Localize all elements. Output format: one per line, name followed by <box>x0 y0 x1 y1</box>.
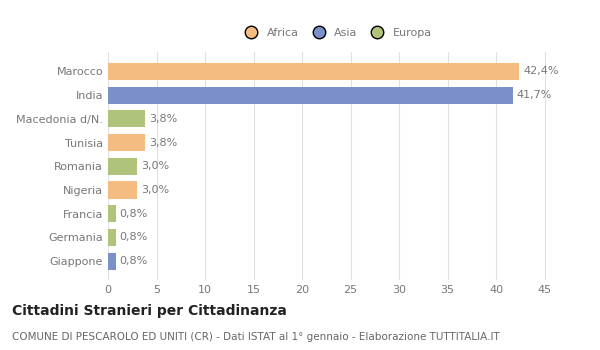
Text: 0,8%: 0,8% <box>119 256 148 266</box>
Text: 42,4%: 42,4% <box>523 66 559 76</box>
Bar <box>108 86 512 104</box>
Text: 3,8%: 3,8% <box>149 114 177 124</box>
Bar <box>108 158 137 175</box>
Text: COMUNE DI PESCAROLO ED UNITI (CR) - Dati ISTAT al 1° gennaio - Elaborazione TUTT: COMUNE DI PESCAROLO ED UNITI (CR) - Dati… <box>12 332 500 343</box>
Bar <box>108 134 145 151</box>
Legend: Africa, Asia, Europa: Africa, Asia, Europa <box>235 23 437 42</box>
Text: 3,0%: 3,0% <box>141 161 169 171</box>
Text: Cittadini Stranieri per Cittadinanza: Cittadini Stranieri per Cittadinanza <box>12 304 287 318</box>
Text: 41,7%: 41,7% <box>517 90 552 100</box>
Bar <box>108 181 137 198</box>
Text: 0,8%: 0,8% <box>119 209 148 219</box>
Bar <box>108 63 520 80</box>
Bar <box>108 229 116 246</box>
Text: 0,8%: 0,8% <box>119 232 148 243</box>
Bar <box>108 205 116 222</box>
Text: 3,8%: 3,8% <box>149 138 177 148</box>
Bar <box>108 253 116 270</box>
Text: 3,0%: 3,0% <box>141 185 169 195</box>
Bar <box>108 110 145 127</box>
